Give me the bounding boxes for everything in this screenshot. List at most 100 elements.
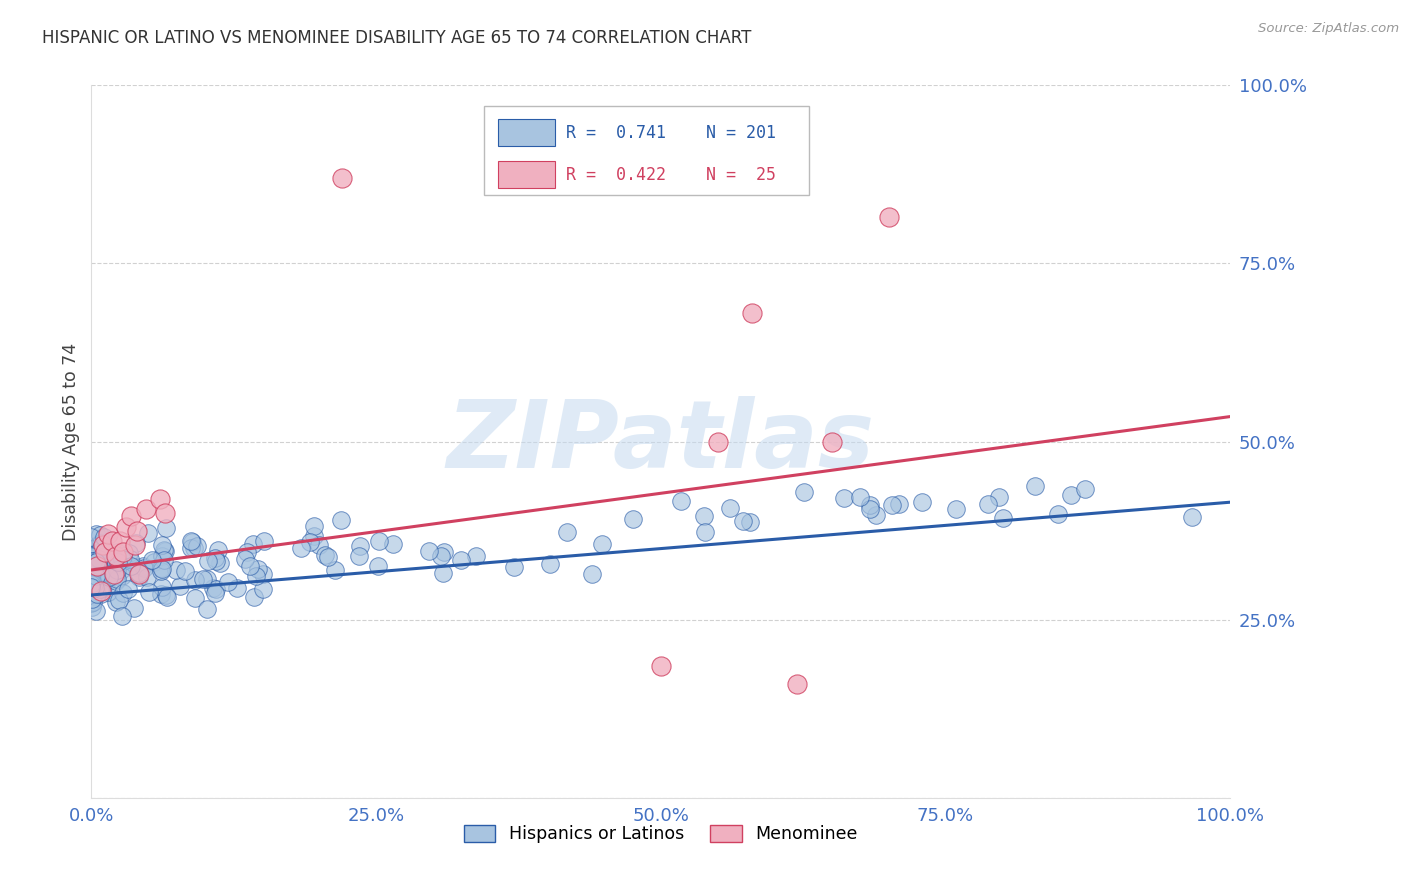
- Point: [83, 577, 105, 591]
- Point: [128, 570, 150, 584]
- Point: [82, 557, 104, 571]
- Point: [94, 545, 117, 559]
- Point: [298, 535, 321, 549]
- Point: [302, 519, 325, 533]
- Point: [120, 559, 142, 574]
- Point: [82, 548, 104, 562]
- Text: Source: ZipAtlas.com: Source: ZipAtlas.com: [1258, 22, 1399, 36]
- Point: [329, 513, 352, 527]
- Point: [103, 557, 125, 571]
- Point: [84, 527, 107, 541]
- Point: [125, 524, 148, 538]
- Point: [138, 585, 160, 599]
- Point: [239, 559, 262, 574]
- Point: [80, 550, 103, 565]
- Point: [111, 549, 134, 563]
- Point: [204, 586, 226, 600]
- Point: [693, 509, 716, 524]
- Point: [252, 582, 274, 596]
- Point: [669, 493, 692, 508]
- Point: [87, 575, 110, 590]
- Point: [205, 554, 228, 568]
- Point: [195, 573, 218, 587]
- Point: [89, 546, 111, 560]
- Point: [432, 566, 454, 580]
- Y-axis label: Disability Age 65 to 74: Disability Age 65 to 74: [62, 343, 80, 541]
- Point: [80, 548, 103, 562]
- Point: [101, 568, 124, 582]
- Point: [103, 551, 125, 566]
- Point: [98, 570, 121, 584]
- Point: [86, 569, 108, 583]
- Point: [290, 541, 312, 555]
- Point: [135, 502, 157, 516]
- Point: [155, 506, 177, 520]
- Point: [82, 591, 104, 606]
- Point: [125, 536, 148, 550]
- Text: HISPANIC OR LATINO VS MENOMINEE DISABILITY AGE 65 TO 74 CORRELATION CHART: HISPANIC OR LATINO VS MENOMINEE DISABILI…: [42, 29, 752, 46]
- Point: [253, 533, 276, 548]
- Point: [180, 534, 202, 549]
- Point: [243, 590, 266, 604]
- Point: [80, 553, 103, 567]
- Point: [90, 587, 112, 601]
- Point: [105, 574, 128, 588]
- Point: [149, 587, 172, 601]
- Point: [82, 550, 104, 565]
- Point: [252, 566, 274, 581]
- Point: [80, 577, 103, 591]
- Point: [150, 581, 173, 595]
- Point: [786, 677, 808, 691]
- Point: [80, 563, 103, 577]
- Point: [889, 497, 911, 511]
- Point: [330, 170, 353, 185]
- Point: [90, 566, 112, 580]
- Point: [122, 600, 145, 615]
- Point: [117, 582, 139, 596]
- Point: [150, 549, 173, 564]
- Point: [112, 554, 135, 568]
- Point: [209, 556, 232, 570]
- Point: [97, 585, 120, 599]
- Point: [86, 568, 108, 582]
- Point: [316, 549, 339, 564]
- Point: [165, 563, 187, 577]
- Point: [83, 563, 105, 577]
- Point: [741, 306, 763, 320]
- Point: [128, 566, 150, 581]
- Point: [97, 527, 120, 541]
- Point: [236, 545, 259, 559]
- Point: [245, 568, 267, 582]
- Point: [96, 558, 118, 573]
- Point: [911, 495, 934, 509]
- Point: [86, 587, 108, 601]
- Point: [128, 566, 150, 581]
- Point: [89, 574, 111, 589]
- Point: [82, 582, 104, 596]
- Point: [323, 563, 346, 577]
- Point: [832, 491, 855, 505]
- Point: [105, 545, 128, 559]
- Point: [90, 555, 112, 569]
- Point: [80, 580, 103, 594]
- Point: [90, 582, 112, 596]
- Point: [80, 549, 103, 564]
- Point: [94, 576, 117, 591]
- Point: [86, 559, 108, 574]
- Point: [105, 572, 128, 586]
- Point: [89, 582, 111, 597]
- Point: [103, 566, 125, 581]
- Point: [90, 536, 112, 550]
- Point: [591, 537, 613, 551]
- Point: [91, 538, 114, 552]
- Point: [80, 595, 103, 609]
- Point: [304, 529, 326, 543]
- Point: [233, 551, 256, 566]
- Point: [347, 549, 370, 563]
- Point: [101, 534, 124, 549]
- Text: R =  0.741    N = 201: R = 0.741 N = 201: [567, 124, 776, 142]
- Point: [83, 590, 105, 604]
- Point: [107, 555, 129, 569]
- Point: [988, 490, 1011, 504]
- Point: [503, 559, 526, 574]
